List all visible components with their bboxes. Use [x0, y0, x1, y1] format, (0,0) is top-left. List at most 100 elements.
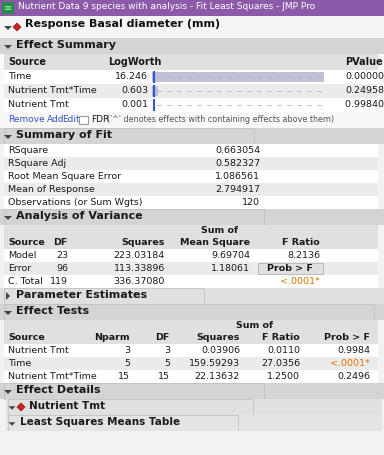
Bar — [4, 183, 378, 196]
Text: 1.18061: 1.18061 — [211, 264, 250, 273]
Bar — [6, 415, 382, 431]
Bar — [0, 304, 384, 320]
Text: 16.246: 16.246 — [115, 72, 148, 81]
Bar — [4, 170, 378, 183]
Text: 0.0110: 0.0110 — [267, 346, 300, 355]
Text: Parameter Estimates: Parameter Estimates — [16, 290, 147, 300]
Text: FDR: FDR — [91, 115, 109, 124]
Bar — [4, 249, 378, 262]
Text: Source: Source — [8, 333, 45, 342]
Text: 113.33896: 113.33896 — [114, 264, 165, 273]
Bar — [4, 98, 378, 112]
Polygon shape — [13, 23, 21, 31]
Text: Nutrient Tmt: Nutrient Tmt — [8, 100, 69, 109]
Text: Source: Source — [8, 238, 45, 247]
Text: Observations (or Sum Wgts): Observations (or Sum Wgts) — [8, 198, 142, 207]
Text: RSquare Adj: RSquare Adj — [8, 159, 66, 168]
Text: 223.03184: 223.03184 — [114, 251, 165, 260]
Bar — [4, 157, 378, 170]
Text: Sum of: Sum of — [202, 226, 238, 235]
Text: 0.24958: 0.24958 — [345, 86, 384, 95]
Text: 96: 96 — [56, 264, 68, 273]
Bar — [0, 383, 384, 399]
Text: DF: DF — [156, 333, 170, 342]
Text: Nutrient Tmt: Nutrient Tmt — [29, 401, 105, 411]
Text: Remove: Remove — [8, 115, 45, 124]
Text: 15: 15 — [158, 372, 170, 381]
Bar — [4, 344, 378, 357]
Bar — [152, 86, 158, 96]
Bar — [0, 16, 384, 38]
Text: Prob > F: Prob > F — [324, 333, 370, 342]
Bar — [0, 0, 384, 16]
Text: Nutrient Tmt: Nutrient Tmt — [8, 346, 69, 355]
Bar — [79, 116, 88, 124]
Bar — [0, 16, 384, 38]
Text: 0.663054: 0.663054 — [215, 146, 260, 155]
Text: <.0001*: <.0001* — [330, 359, 370, 368]
Text: 0.001: 0.001 — [121, 100, 148, 109]
Text: 22.13632: 22.13632 — [195, 372, 240, 381]
Text: F Ratio: F Ratio — [282, 238, 320, 247]
Bar — [152, 72, 324, 82]
Bar — [6, 399, 382, 415]
Text: Source: Source — [8, 57, 46, 67]
Text: 2.794917: 2.794917 — [215, 185, 260, 194]
Polygon shape — [4, 216, 12, 220]
Text: LogWorth: LogWorth — [108, 57, 161, 67]
Text: Mean Square: Mean Square — [180, 238, 250, 247]
Text: 1.086561: 1.086561 — [215, 172, 260, 181]
Text: Nutrient Tmt*Time: Nutrient Tmt*Time — [8, 86, 97, 95]
Bar — [0, 128, 384, 144]
Text: Time: Time — [8, 72, 31, 81]
Bar — [4, 288, 204, 304]
Bar — [0, 54, 384, 134]
Bar — [4, 237, 378, 249]
Text: 120: 120 — [242, 198, 260, 207]
Bar — [4, 304, 374, 320]
Text: Edit: Edit — [62, 115, 79, 124]
Text: ('^' denotes effects with containing effects above them): ('^' denotes effects with containing eff… — [107, 115, 334, 124]
Text: Sum of: Sum of — [237, 321, 273, 330]
Bar — [4, 275, 378, 288]
Bar — [258, 263, 323, 274]
Text: 119: 119 — [50, 277, 68, 286]
Text: Error: Error — [8, 264, 31, 273]
Bar — [4, 209, 264, 225]
Text: Effect Details: Effect Details — [16, 385, 101, 395]
Polygon shape — [8, 422, 15, 426]
Bar — [0, 431, 384, 455]
Bar — [4, 70, 378, 84]
Text: 0.03906: 0.03906 — [201, 346, 240, 355]
Text: Least Squares Means Table: Least Squares Means Table — [20, 417, 180, 427]
Text: 27.0356: 27.0356 — [261, 359, 300, 368]
Bar — [4, 225, 378, 237]
Polygon shape — [4, 26, 12, 30]
Bar — [4, 84, 378, 98]
Polygon shape — [6, 292, 10, 300]
Bar — [2, 2, 14, 14]
Text: Response Basal diameter (mm): Response Basal diameter (mm) — [25, 19, 220, 29]
Bar — [4, 144, 378, 157]
Text: 0.9984: 0.9984 — [337, 346, 370, 355]
Text: Add: Add — [47, 115, 65, 124]
Bar — [8, 399, 253, 415]
Text: 0.603: 0.603 — [121, 86, 148, 95]
Text: 9.69704: 9.69704 — [211, 251, 250, 260]
Bar — [4, 332, 378, 344]
Text: Nparm: Nparm — [94, 333, 130, 342]
Text: Model: Model — [8, 251, 36, 260]
Bar — [0, 112, 384, 128]
Text: 0.99840 ^: 0.99840 ^ — [345, 100, 384, 109]
Bar — [4, 54, 378, 70]
Bar — [4, 262, 378, 275]
Text: RSquare: RSquare — [8, 146, 48, 155]
Text: Squares: Squares — [197, 333, 240, 342]
Text: Summary of Fit: Summary of Fit — [16, 130, 112, 140]
Text: Nutrient Tmt*Time: Nutrient Tmt*Time — [8, 372, 97, 381]
Text: F Ratio: F Ratio — [262, 333, 300, 342]
Text: PValue: PValue — [345, 57, 383, 67]
Text: Prob > F: Prob > F — [267, 264, 313, 273]
Bar — [0, 288, 384, 304]
Text: 15: 15 — [118, 372, 130, 381]
